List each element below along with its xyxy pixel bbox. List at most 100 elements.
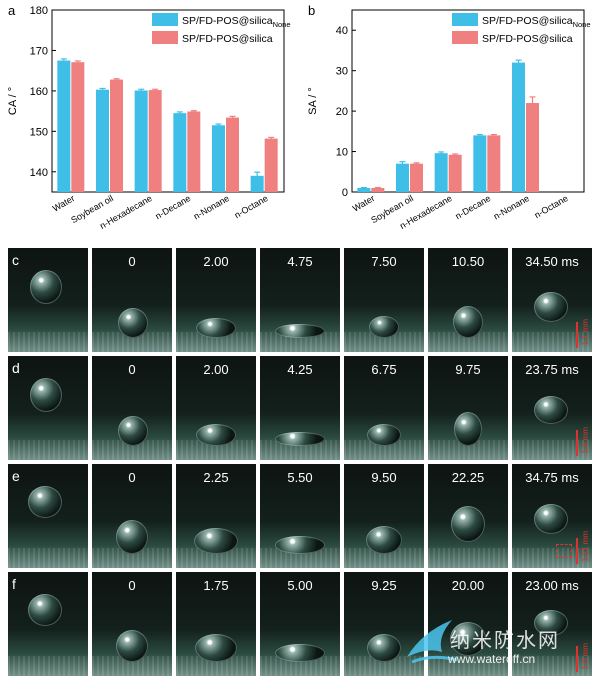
substrate-surface: [8, 656, 88, 676]
panel-letter: e: [12, 468, 20, 484]
substrate-surface: [344, 656, 424, 676]
y-tick-label: 10: [336, 147, 348, 159]
frame-time-label: 5.50: [287, 470, 313, 485]
substrate-surface: [512, 332, 592, 352]
droplet: [116, 520, 148, 554]
droplet: [118, 308, 148, 338]
droplet: [275, 432, 325, 446]
substrate-surface: [428, 440, 508, 460]
y-axis-label: SA / °: [307, 87, 319, 115]
droplet: [196, 424, 236, 446]
watermark-url: www.wateroff.cn: [448, 652, 536, 666]
frame-row-e: e 0 2.25 5.50 9.50 22.25 34.75 ms 1.21 mm: [8, 464, 595, 568]
bar: [96, 89, 109, 192]
x-tick-label: n-Octane: [233, 193, 270, 220]
substrate-surface: [428, 656, 508, 676]
scale-label: 1.21 mm: [581, 530, 590, 562]
droplet-frame: 34.50 ms 1.1 mm: [512, 248, 592, 352]
droplet-frame: 0: [92, 572, 172, 676]
panel-letter: d: [12, 360, 20, 376]
legend-swatch: [152, 31, 178, 44]
frame-time-label: 34.50 ms: [525, 254, 579, 269]
frame-time-label: 2.25: [203, 470, 229, 485]
frame-row-d: d 0 2.00 4.25 6.75 9.75 23.75 ms 1.8 mm: [8, 356, 595, 460]
substrate-surface: [512, 656, 592, 676]
legend-entry: SP/FD-POS@silicaNone: [182, 15, 291, 29]
bar: [448, 154, 462, 192]
bar: [71, 62, 85, 192]
frame-time-label: 23.75 ms: [525, 362, 579, 377]
droplet-frame: 1.75: [176, 572, 256, 676]
bar: [357, 187, 371, 192]
y-tick-label: 160: [30, 86, 48, 98]
substrate-surface: [260, 332, 340, 352]
legend-swatch: [152, 13, 178, 26]
substrate-surface: [260, 548, 340, 568]
panel-letter: b: [308, 3, 315, 18]
x-tick-label: n-Octane: [533, 193, 570, 220]
droplet-frame: c: [8, 248, 88, 352]
frame-time-label: 6.75: [371, 362, 397, 377]
droplet: [275, 644, 325, 662]
frame-time-label: 1.75: [203, 578, 229, 593]
bar: [57, 60, 71, 192]
bar: [134, 90, 148, 192]
bar: [512, 62, 525, 193]
droplet-frame: e: [8, 464, 88, 568]
droplet-frame: f: [8, 572, 88, 676]
bar: [187, 111, 201, 192]
frame-time-label: 22.25: [451, 470, 485, 485]
droplet: [367, 424, 401, 446]
droplet-frame: 9.25: [344, 572, 424, 676]
droplet-frame: 22.25: [428, 464, 508, 568]
substrate-surface: [92, 548, 172, 568]
frame-time-label: 10.50: [451, 254, 485, 269]
substrate-surface: [344, 548, 424, 568]
droplet: [194, 528, 238, 554]
droplet-frame: 9.75: [428, 356, 508, 460]
y-tick-label: 180: [30, 5, 48, 17]
x-tick-label: n-Nonane: [492, 193, 531, 221]
substrate-surface: [512, 440, 592, 460]
droplet-frame: 23.00 ms 1.0 mm: [512, 572, 592, 676]
frame-time-label: 34.75 ms: [525, 470, 579, 485]
bar: [264, 138, 278, 192]
x-tick-label: n-Nonane: [192, 193, 231, 221]
substrate-surface: [92, 656, 172, 676]
highlight-box: [556, 544, 572, 558]
legend-entry: SP/FD-POS@silica: [182, 33, 273, 45]
droplet: [369, 316, 399, 338]
droplet-frame: 34.75 ms 1.21 mm: [512, 464, 592, 568]
legend-entry: SP/FD-POS@silica: [482, 33, 573, 45]
watermark-text: 纳米防水网: [450, 630, 560, 652]
bar: [526, 103, 539, 192]
y-axis-label: CA / °: [7, 87, 19, 115]
plot-frame: [51, 9, 285, 193]
frame-time-label: 0: [128, 470, 136, 485]
substrate-surface: [92, 440, 172, 460]
substrate-surface: [8, 548, 88, 568]
substrate-surface: [176, 548, 256, 568]
bar: [473, 135, 487, 192]
substrate-surface: [176, 332, 256, 352]
substrate-surface: [344, 332, 424, 352]
frame-row-c: c 0 2.00 4.75 7.50 10.50 34.50 ms 1.1 mm: [8, 248, 595, 352]
bar: [148, 90, 162, 192]
watermark-logo: [402, 612, 592, 674]
droplet: [366, 526, 402, 554]
frame-time-label: 4.25: [287, 362, 313, 377]
droplet-frame: 0: [92, 464, 172, 568]
droplet-frame: 2.00: [176, 356, 256, 460]
frame-time-label: 7.50: [371, 254, 397, 269]
bar: [226, 117, 239, 192]
scale-bar: [576, 646, 578, 672]
substrate-surface: [176, 656, 256, 676]
scale-bar: [576, 430, 578, 456]
droplet-frame: 4.25: [260, 356, 340, 460]
bar: [434, 153, 448, 192]
droplet-frame: 4.75: [260, 248, 340, 352]
scale-label: 1.1 mm: [581, 319, 590, 346]
droplet: [195, 634, 237, 662]
frame-time-label: 0: [128, 254, 136, 269]
y-tick-label: 150: [30, 126, 48, 138]
